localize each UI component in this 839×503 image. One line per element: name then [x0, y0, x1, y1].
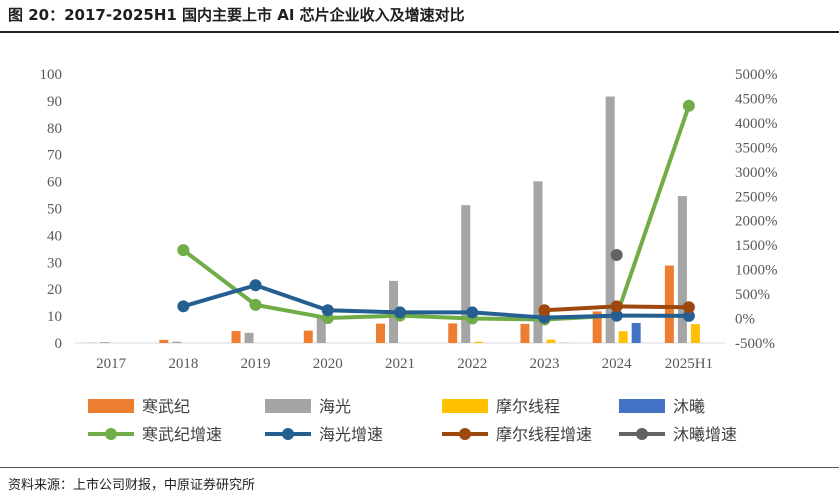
- legend-label: 沐曦: [673, 398, 705, 416]
- line-point: [249, 298, 262, 311]
- x-tick-label: 2023: [529, 356, 559, 372]
- line-point: [249, 279, 262, 292]
- chart-area: 0 10 20 30 40 50 60 70 80 90 100 -500% 0% 500% 1000% 15…: [0, 34, 839, 466]
- legend-label: 沐曦增速: [673, 426, 737, 444]
- bar: [474, 341, 484, 343]
- y-right-tick-label: 0%: [735, 312, 755, 328]
- y-right-tick-label: 2500%: [735, 189, 778, 205]
- y-left-tick-label: 10: [47, 309, 62, 325]
- y-right-tick-label: 5000%: [735, 67, 778, 83]
- series-line: [182, 283, 689, 320]
- legend-label: 海光增速: [319, 426, 383, 444]
- x-tick-label: 2024: [602, 356, 633, 372]
- bar: [520, 323, 530, 343]
- legend-swatch: [88, 399, 134, 413]
- bar: [533, 181, 543, 343]
- y-right-tick-label: 1500%: [735, 238, 778, 254]
- bar: [448, 323, 458, 343]
- bar: [605, 96, 615, 343]
- bar: [618, 331, 628, 343]
- legend-marker: [282, 428, 294, 440]
- bar: [231, 331, 241, 343]
- legend-label: 寒武纪: [142, 397, 190, 416]
- y-left-tick-label: 40: [47, 228, 62, 244]
- legend-label: 摩尔线程增速: [496, 426, 592, 444]
- legend-marker: [636, 428, 648, 440]
- bar: [376, 323, 385, 343]
- line-point: [538, 304, 551, 317]
- line-point: [682, 301, 695, 314]
- y-left-tick-label: 90: [47, 94, 62, 110]
- bar: [461, 205, 471, 343]
- legend-label: 海光: [319, 398, 351, 416]
- bar: [677, 196, 687, 343]
- legend-label: 寒武纪增速: [142, 425, 222, 444]
- bar: [690, 324, 700, 343]
- y-right-tick-label: 3500%: [735, 140, 778, 156]
- legend-label: 摩尔线程: [496, 398, 560, 416]
- line-point: [610, 248, 623, 261]
- y-left-tick-label: 100: [40, 67, 63, 83]
- bar: [244, 332, 254, 343]
- bar: [303, 330, 313, 343]
- y-right-tick-label: 1000%: [735, 263, 778, 279]
- line-point: [610, 300, 623, 313]
- bar: [316, 315, 326, 343]
- y-left-tick-label: 60: [47, 175, 62, 191]
- y-left-tick-label: 0: [55, 336, 63, 352]
- line-point: [466, 306, 479, 319]
- x-tick-label: 2022: [457, 356, 487, 372]
- bar: [159, 339, 169, 343]
- line-point: [610, 309, 623, 322]
- bar: [592, 311, 602, 343]
- line-point: [321, 304, 334, 317]
- x-tick-label: 2019: [241, 356, 271, 372]
- y-right-tick-label: 2000%: [735, 214, 778, 230]
- y-left-tick-label: 20: [47, 282, 62, 298]
- y-right-tick-label: 3000%: [735, 165, 778, 181]
- x-tick-label: 2021: [385, 356, 415, 372]
- y-right-tick-label: 4500%: [735, 91, 778, 107]
- bar: [546, 339, 556, 343]
- source-divider: [0, 467, 839, 468]
- legend-swatch: [442, 399, 488, 413]
- bar: [172, 341, 182, 343]
- x-tick-label: 2025H1: [665, 356, 713, 372]
- bar: [631, 323, 641, 343]
- legend-swatch: [265, 399, 311, 413]
- title-divider: [0, 31, 839, 33]
- source-note: 资料来源：上市公司财报，中原证券研究所: [8, 478, 256, 493]
- y-right-tick-label: 500%: [735, 287, 770, 303]
- line-point: [394, 306, 406, 319]
- revenue-growth-chart: 0 10 20 30 40 50 60 70 80 90 100 -500% 0% 500% 1000% 15…: [40, 67, 778, 444]
- x-tick-label: 2018: [168, 356, 198, 372]
- chart-title: 图 20：2017-2025H1 国内主要上市 AI 芯片企业收入及增速对比: [8, 6, 465, 24]
- line-point: [177, 300, 190, 313]
- y-right-tick-label: 4000%: [735, 116, 778, 132]
- y-right-tick-label: -500%: [735, 336, 775, 352]
- y-left-tick-label: 80: [47, 121, 62, 137]
- line-point: [177, 244, 190, 257]
- bar: [664, 265, 674, 343]
- bar: [100, 342, 110, 343]
- y-left-tick-label: 70: [47, 148, 62, 164]
- line-point: [682, 99, 695, 112]
- y-left-tick-label: 30: [47, 255, 62, 271]
- legend-swatch: [619, 399, 665, 413]
- x-tick-label: 2020: [313, 356, 343, 372]
- legend-marker: [105, 428, 117, 440]
- line-point: [682, 309, 695, 322]
- x-tick-label: 2017: [96, 356, 127, 372]
- legend-marker: [459, 428, 471, 440]
- y-left-tick-label: 50: [47, 202, 62, 218]
